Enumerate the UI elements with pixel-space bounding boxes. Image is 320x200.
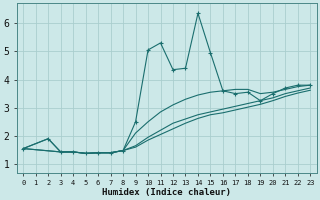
X-axis label: Humidex (Indice chaleur): Humidex (Indice chaleur) [102, 188, 231, 197]
